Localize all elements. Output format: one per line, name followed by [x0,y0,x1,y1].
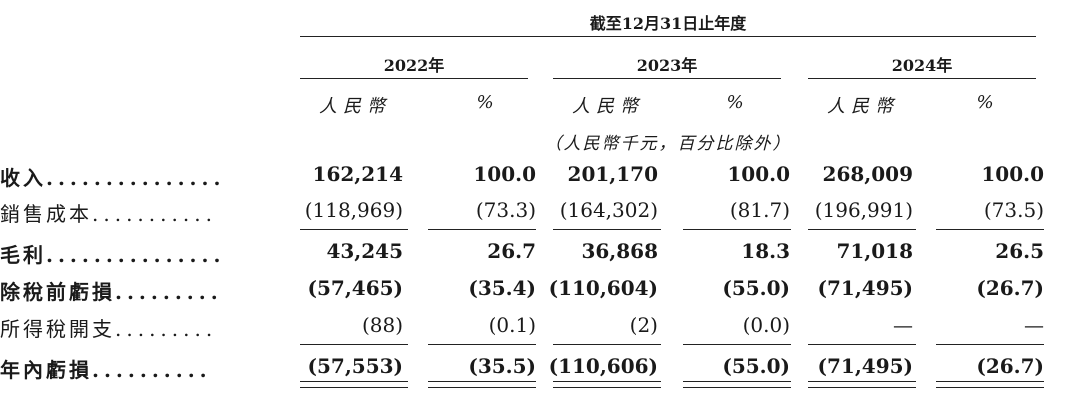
total-double-rule [300,381,408,388]
value-2023-pct: 18.3 [741,239,790,263]
year-2022-rule [300,78,528,79]
row-revenue: 收入............... 162,214 100.0 201,170 … [0,162,1080,192]
value-2022-amount: (57,553) [307,354,403,378]
value-2024-amount: — [893,313,913,337]
value-2022-pct: (0.1) [488,313,536,337]
subtotal-rule [553,344,661,345]
subtotal-rule [808,344,916,345]
value-2023-pct: (81.7) [729,198,790,222]
year-2024-header: 2024年 [891,56,953,75]
value-2023-amount: (164,302) [559,198,658,222]
value-2024-amount: (71,495) [817,276,913,300]
unit-note: （人民幣千元，百分比除外） [544,134,792,154]
total-double-rule [683,381,791,388]
row-label: 除稅前虧損......... [0,280,223,304]
year-2023-header: 2023年 [636,56,698,75]
value-2024-pct: (26.7) [976,354,1044,378]
value-2024-amount: (196,991) [814,198,913,222]
pct-label-2024: % [976,92,994,113]
value-2022-pct: (35.4) [468,276,536,300]
subtotal-rule [428,229,536,230]
value-2024-pct: 26.5 [995,239,1044,263]
subtotal-rule [683,229,791,230]
subtotal-rule [428,344,536,345]
unit-label-2023: 人民幣 [572,96,644,117]
row-label: 收入............... [0,166,226,190]
row-loss-before-tax: 除稅前虧損......... (57,465) (35.4) (110,604)… [0,276,1080,306]
row-label: 毛利............... [0,243,226,267]
value-2023-amount: (110,604) [548,276,658,300]
year-2024-rule [808,78,1036,79]
value-2023-pct: (55.0) [722,354,790,378]
subtotal-rule [936,344,1044,345]
value-2024-amount: 71,018 [836,239,913,263]
period-header: 截至12月31日止年度 [589,14,747,33]
value-2024-pct: (73.5) [983,198,1044,222]
row-income-tax: 所得稅開支......... (88) (0.1) (2) (0.0) — — [0,313,1080,343]
year-2022-header: 2022年 [383,56,445,75]
row-gross-profit: 毛利............... 43,245 26.7 36,868 18.… [0,239,1080,269]
value-2022-amount: 43,245 [326,239,403,263]
value-2022-amount: 162,214 [312,162,403,186]
pct-label-2022: % [476,92,494,113]
subtotal-rule [936,229,1044,230]
value-2024-pct: — [1024,313,1044,337]
value-2024-amount: (71,495) [817,354,913,378]
row-label: 所得稅開支......... [0,317,218,341]
value-2022-amount: (118,969) [304,198,403,222]
pct-label-2023: % [726,92,744,113]
value-2022-pct: 100.0 [473,162,536,186]
value-2024-amount: 268,009 [822,162,913,186]
value-2023-pct: 100.0 [727,162,790,186]
total-double-rule [936,381,1044,388]
row-label: 銷售成本........... [0,202,217,226]
unit-label-2024: 人民幣 [827,96,899,117]
total-double-rule [553,381,661,388]
subtotal-rule [300,344,408,345]
row-loss-for-year: 年內虧損.......... (57,553) (35.5) (110,606)… [0,354,1080,384]
value-2023-pct: (0.0) [742,313,790,337]
subtotal-rule [683,344,791,345]
unit-label-2022: 人民幣 [319,96,391,117]
value-2023-amount: (2) [629,313,658,337]
row-cost-of-sales: 銷售成本........... (118,969) (73.3) (164,30… [0,198,1080,228]
value-2024-pct: 100.0 [981,162,1044,186]
value-2022-pct: (73.3) [475,198,536,222]
value-2024-pct: (26.7) [976,276,1044,300]
value-2022-amount: (57,465) [307,276,403,300]
value-2023-pct: (55.0) [722,276,790,300]
value-2022-pct: 26.7 [487,239,536,263]
value-2023-amount: 36,868 [581,239,658,263]
value-2023-amount: 201,170 [567,162,658,186]
value-2022-pct: (35.5) [468,354,536,378]
total-double-rule [428,381,536,388]
value-2022-amount: (88) [361,313,403,337]
row-label: 年內虧損.......... [0,358,212,382]
period-rule [300,36,1036,37]
total-double-rule [808,381,916,388]
subtotal-rule [553,229,661,230]
subtotal-rule [808,229,916,230]
value-2023-amount: (110,606) [548,354,658,378]
year-2023-rule [553,78,781,79]
subtotal-rule [300,229,408,230]
